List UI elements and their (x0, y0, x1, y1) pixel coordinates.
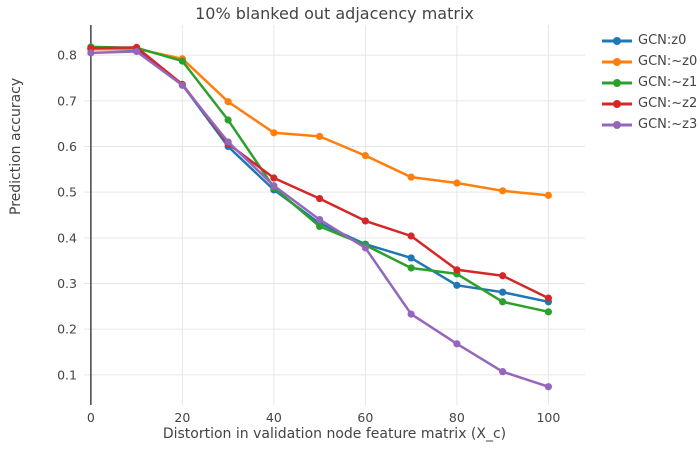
legend-label: GCN:~z3 (638, 117, 698, 132)
legend: GCN:z0 GCN:~z0 GCN:~z1 GCN:~z2 GCN:~z3 (601, 30, 697, 135)
y-tick-label: 0.1 (57, 367, 77, 382)
series-GCN:~z0 (87, 45, 552, 199)
data-point (453, 340, 461, 348)
data-point (270, 174, 278, 182)
y-tick-label: 0.3 (57, 276, 77, 291)
data-point (316, 194, 324, 203)
tick-labels: 0.1 0.2 0.3 0.4 0.5 0.6 0.7 0.8 0 20 40 60 80 100 (57, 48, 560, 425)
x-tick-label: 60 (357, 410, 373, 425)
data-point (544, 191, 552, 199)
data-point (499, 288, 507, 296)
y-tick-label: 0.8 (57, 48, 77, 63)
legend-line-marker-icon (602, 99, 632, 108)
data-point (453, 281, 461, 289)
gridlines (84, 25, 585, 405)
y-tick-label: 0.2 (57, 322, 77, 337)
x-tick-label: 40 (266, 410, 282, 425)
legend-item-GCN:~z0[interactable]: GCN:~z0 (601, 51, 697, 72)
data-point (544, 308, 552, 316)
chart-title: 10% blanked out adjacency matrix (195, 4, 474, 23)
data-point (87, 49, 95, 57)
legend-item-GCN:z0[interactable]: GCN:z0 (601, 30, 697, 51)
data-point (178, 57, 186, 65)
data-point (178, 81, 186, 89)
data-point (499, 368, 507, 376)
data-point (133, 47, 141, 56)
x-axis-label: Distortion in validation node feature ma… (162, 426, 507, 442)
y-tick-label: 0.4 (57, 230, 77, 245)
series-GCN:~z2 (87, 43, 552, 302)
legend-item-GCN:~z3[interactable]: GCN:~z3 (601, 114, 697, 135)
data-point (453, 179, 461, 187)
legend-item-GCN:~z1[interactable]: GCN:~z1 (601, 72, 697, 93)
x-tick-label: 100 (536, 410, 560, 425)
data-point (361, 244, 369, 252)
data-point (499, 187, 507, 195)
data-point (499, 272, 507, 280)
legend-label: GCN:~z2 (638, 96, 698, 111)
y-tick-label: 0.5 (57, 185, 77, 200)
series-line (90, 46, 549, 300)
data-point (224, 116, 232, 124)
data-point (270, 129, 278, 137)
data-point (361, 217, 369, 225)
legend-line-marker-icon (602, 36, 632, 45)
data-point (407, 173, 415, 181)
legend-label: GCN:~z0 (638, 54, 698, 69)
data-point (453, 266, 461, 274)
data-point (361, 152, 369, 160)
legend-label: GCN:~z1 (638, 75, 698, 90)
data-point (316, 132, 324, 141)
series-GCN:z0 (87, 45, 552, 306)
legend-line-marker-icon (602, 120, 632, 129)
data-point (499, 298, 507, 306)
data-point (316, 222, 324, 231)
x-tick-label: 20 (174, 410, 190, 425)
x-tick-label: 0 (87, 410, 95, 425)
series-GCN:~z3 (87, 47, 552, 391)
x-tick-label: 80 (449, 410, 465, 425)
y-tick-label: 0.6 (57, 139, 77, 154)
y-tick-label: 0.7 (57, 93, 77, 108)
data-point (544, 294, 552, 302)
data-point (407, 264, 415, 272)
legend-line-marker-icon (602, 78, 632, 87)
data-point (544, 383, 552, 391)
series-line (90, 47, 549, 197)
data-point (270, 182, 278, 190)
series-line (90, 47, 549, 304)
data-point (316, 215, 324, 224)
legend-line-marker-icon (602, 57, 632, 66)
data-point (407, 254, 415, 262)
legend-label: GCN:z0 (638, 33, 687, 48)
data-point (224, 138, 232, 146)
data-point (407, 310, 415, 318)
legend-item-GCN:~z2[interactable]: GCN:~z2 (601, 93, 697, 114)
data-point (224, 98, 232, 106)
series-GCN:~z1 (87, 43, 552, 316)
data-point (407, 232, 415, 240)
